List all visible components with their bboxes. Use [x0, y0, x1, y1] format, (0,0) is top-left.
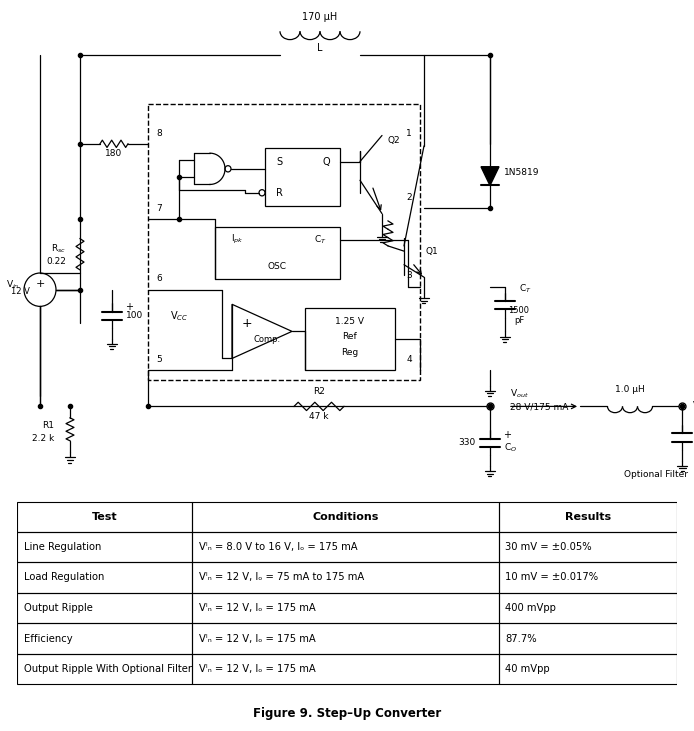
Text: Output Ripple With Optional Filter: Output Ripple With Optional Filter [24, 664, 192, 674]
Text: L: L [317, 43, 323, 53]
Text: 87.7%: 87.7% [505, 634, 537, 643]
Text: I$_{pk}$: I$_{pk}$ [230, 233, 244, 246]
Text: C$_T$: C$_T$ [519, 282, 532, 295]
Text: 1.0 μH: 1.0 μH [615, 385, 645, 394]
Text: S: S [276, 156, 282, 167]
Text: Line Regulation: Line Regulation [24, 542, 101, 552]
Text: 100: 100 [126, 311, 143, 320]
Text: V$_{in}$: V$_{in}$ [6, 279, 20, 291]
Text: +: + [35, 279, 44, 289]
Text: Vᴵₙ = 12 V, Iₒ = 75 mA to 175 mA: Vᴵₙ = 12 V, Iₒ = 75 mA to 175 mA [198, 572, 364, 583]
Text: +: + [125, 303, 133, 312]
Text: Vᴵₙ = 12 V, Iₒ = 175 mA: Vᴵₙ = 12 V, Iₒ = 175 mA [198, 664, 315, 674]
Text: Q2: Q2 [388, 136, 400, 145]
Text: 2.2 k: 2.2 k [32, 434, 54, 443]
Text: V$_{out}$: V$_{out}$ [693, 399, 694, 412]
Text: +: + [503, 430, 511, 439]
Text: Vᴵₙ = 12 V, Iₒ = 175 mA: Vᴵₙ = 12 V, Iₒ = 175 mA [198, 603, 315, 613]
Text: 47 k: 47 k [310, 412, 329, 421]
Text: 3: 3 [406, 271, 412, 280]
Text: 10 mV = ±0.017%: 10 mV = ±0.017% [505, 572, 598, 583]
Text: R$_{sc}$: R$_{sc}$ [51, 243, 66, 255]
Text: Comp.: Comp. [253, 336, 280, 344]
Text: Optional Filter: Optional Filter [624, 469, 688, 479]
Text: 12 V: 12 V [11, 287, 30, 296]
Text: 1: 1 [406, 129, 412, 137]
Text: Ref: Ref [343, 332, 357, 341]
Text: 1.25 V: 1.25 V [335, 317, 364, 327]
Text: 6: 6 [156, 274, 162, 284]
Text: C$_O$: C$_O$ [504, 442, 517, 455]
Text: Vᴵₙ = 8.0 V to 16 V, Iₒ = 175 mA: Vᴵₙ = 8.0 V to 16 V, Iₒ = 175 mA [198, 542, 357, 552]
Text: Vᴵₙ = 12 V, Iₒ = 175 mA: Vᴵₙ = 12 V, Iₒ = 175 mA [198, 634, 315, 643]
Text: 8: 8 [156, 129, 162, 137]
Text: R1: R1 [42, 420, 54, 430]
Text: 2: 2 [407, 193, 412, 202]
Text: Load Regulation: Load Regulation [24, 572, 104, 583]
Text: Q: Q [322, 156, 330, 167]
Text: 4: 4 [407, 355, 412, 364]
Text: pF: pF [514, 317, 524, 325]
Text: 0.22: 0.22 [46, 257, 66, 266]
Text: Reg: Reg [341, 348, 359, 357]
Text: Conditions: Conditions [312, 512, 378, 522]
Text: Results: Results [565, 512, 611, 522]
Text: 400 mVpp: 400 mVpp [505, 603, 556, 613]
Polygon shape [481, 167, 499, 186]
Text: V$_{CC}$: V$_{CC}$ [170, 308, 188, 322]
Text: 40 mVpp: 40 mVpp [505, 664, 550, 674]
Text: R: R [276, 188, 282, 198]
Text: 5: 5 [156, 355, 162, 364]
Text: Efficiency: Efficiency [24, 634, 73, 643]
Text: 170 μH: 170 μH [303, 12, 337, 22]
Text: OSC: OSC [268, 262, 287, 271]
Text: 180: 180 [105, 149, 123, 158]
Text: Q1: Q1 [426, 246, 439, 256]
Text: 1500: 1500 [509, 306, 530, 315]
Text: Test: Test [92, 512, 117, 522]
Text: Output Ripple: Output Ripple [24, 603, 93, 613]
Text: C$_T$: C$_T$ [314, 233, 326, 246]
Text: +: + [242, 317, 253, 330]
Text: 330: 330 [459, 439, 476, 447]
Text: Figure 9. Step–Up Converter: Figure 9. Step–Up Converter [253, 707, 441, 720]
Text: 28 V/175 mA: 28 V/175 mA [510, 403, 568, 412]
Text: 7: 7 [156, 203, 162, 213]
Text: 30 mV = ±0.05%: 30 mV = ±0.05% [505, 542, 592, 552]
Text: V$_{out}$: V$_{out}$ [510, 387, 529, 400]
Text: R2: R2 [313, 387, 325, 396]
Text: 1N5819: 1N5819 [504, 168, 539, 178]
